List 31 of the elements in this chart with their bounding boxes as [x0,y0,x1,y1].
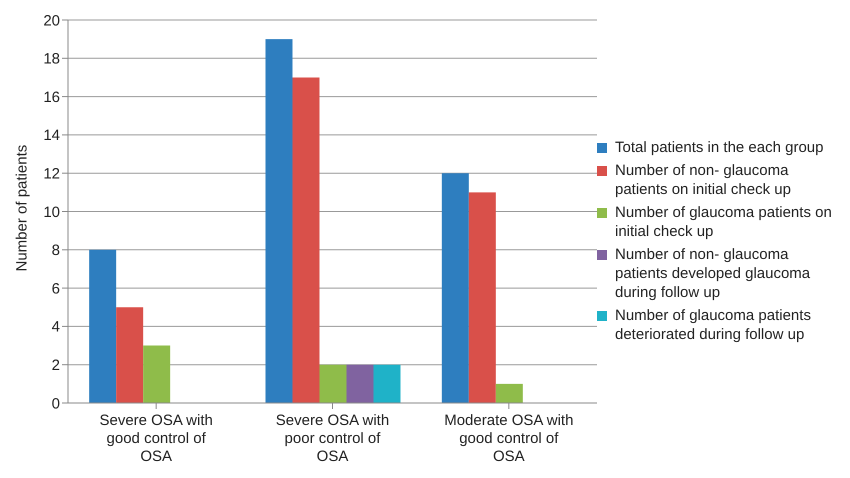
y-tick-label: 12 [43,166,60,183]
y-tick-label: 18 [43,50,60,68]
legend-label: Number of glaucoma patients deteriorated during follow up [615,306,812,344]
x-tick-label: Moderate OSA with good control of OSA [444,412,574,465]
legend-label: Number of glaucoma patients on initial check up [615,203,832,241]
bar [468,192,496,403]
y-tick-label: 10 [43,204,60,221]
bar [116,307,144,403]
bar [319,364,346,403]
bar [292,77,320,403]
legend-label: Number of non- glaucoma patients developed glaucoma during follow up [615,245,812,302]
bar [143,346,170,403]
y-tick-label: 0 [52,395,60,412]
bar [346,364,374,403]
y-tick-label: 16 [43,88,60,106]
x-tick-label: Severe OSA with good control of OSA [99,412,213,465]
y-tick-label: 6 [52,280,60,298]
y-tick-label: 20 [43,12,60,30]
legend-label: Number of non- glaucoma patients on initial check up [615,161,792,199]
y-tick-label: 4 [52,318,60,336]
x-tick-label: Severe OSA with poor control of OSA [276,412,390,465]
bar [496,384,523,403]
bar [373,364,400,403]
bar [442,173,469,403]
bar [265,39,292,403]
y-tick-label: 14 [43,127,60,144]
legend-label: Total patients in the each group [615,138,824,157]
y-tick-label: 8 [52,242,60,260]
bar [89,250,116,403]
y-tick-label: 2 [52,357,60,374]
y-axis-title: Number of patients [13,144,30,272]
